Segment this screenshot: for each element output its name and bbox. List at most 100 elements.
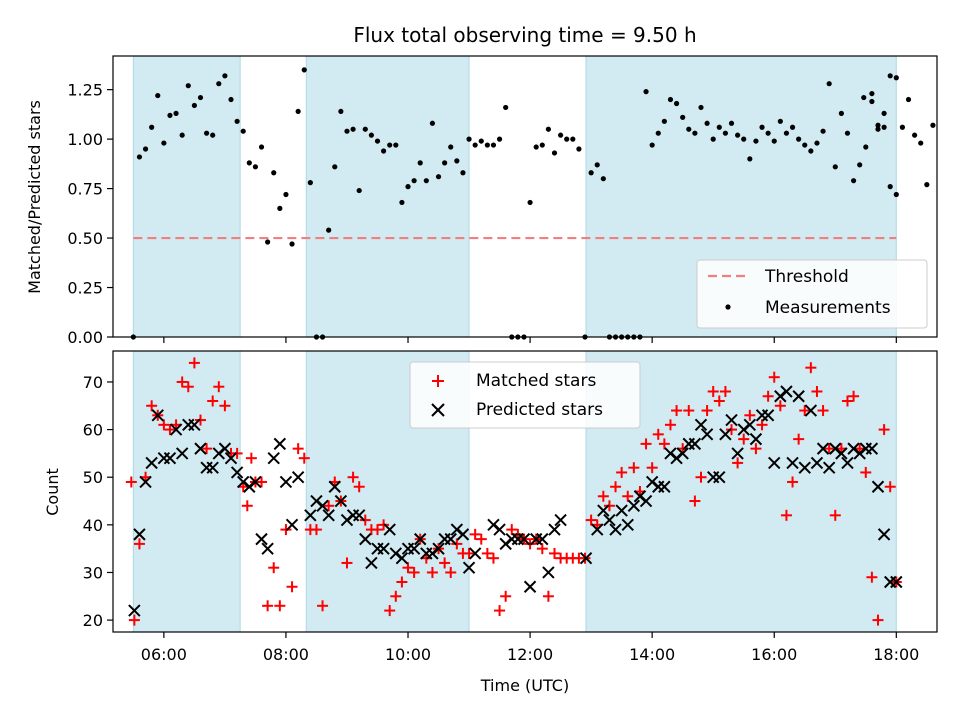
measurement-point (228, 96, 234, 103)
measurement-point (673, 100, 680, 107)
bottom-y-axis-label: Count (43, 468, 62, 516)
measurement-point (850, 178, 857, 184)
measurement-point (887, 184, 893, 190)
matched-star-point (652, 428, 664, 440)
predicted-star-point (523, 580, 537, 593)
matched-star-point (133, 538, 145, 550)
predicted-star-point (676, 447, 689, 460)
matched-star-point (241, 500, 253, 512)
measurement-point (869, 90, 875, 97)
predicted-star-point (627, 499, 641, 512)
predicted-star-point (798, 461, 811, 474)
matched-star-point (268, 562, 280, 574)
matched-star-point (317, 600, 329, 612)
measurement-point (210, 132, 216, 138)
matched-star-point (671, 405, 683, 417)
measurement-point (930, 122, 936, 128)
measurement-point (899, 124, 906, 130)
predicted-star-point (835, 447, 848, 460)
predicted-star-point (328, 480, 341, 493)
measurement-point (356, 187, 362, 194)
matched-star-point (689, 495, 701, 507)
measurement-point (191, 102, 197, 109)
measurement-point (332, 164, 338, 170)
predicted-star-point (725, 413, 738, 427)
measurement-point (423, 178, 429, 184)
predicted-star-point (444, 532, 457, 546)
measurement-point (600, 176, 606, 182)
matched-star-point (481, 547, 493, 559)
matched-star-point (774, 400, 786, 412)
predicted-star-point (786, 456, 799, 470)
measurement-point (344, 128, 350, 134)
measurement-point (661, 118, 667, 124)
matched-star-point (408, 566, 420, 578)
top-x-ticks (163, 337, 897, 343)
matched-star-point (469, 528, 481, 540)
measurement-point (918, 140, 924, 146)
matched-star-point (664, 419, 676, 431)
predicted-star-point (128, 604, 141, 617)
predicted-star-point (713, 471, 726, 484)
matched-star-point (793, 433, 805, 445)
matched-star-point (738, 433, 750, 445)
measurement-point (728, 120, 735, 126)
predicted-star-point (365, 556, 378, 570)
matched-star-point (188, 357, 200, 369)
observing-window (132, 55, 241, 338)
y-tick-label: 50 (83, 468, 103, 487)
matched-star-point (207, 395, 219, 407)
x-tick-label: 18:00 (873, 645, 919, 664)
predicted-star-point (194, 442, 207, 455)
predicted-star-point (322, 509, 335, 522)
measurement-point (271, 170, 277, 176)
measurement-point (649, 142, 655, 148)
measurement-point (283, 191, 289, 198)
predicted-star-point (249, 475, 262, 489)
matched-star-point (878, 424, 890, 436)
x-tick-label: 08:00 (263, 645, 309, 664)
predicted-star-point (224, 451, 238, 465)
measurement-point (789, 124, 796, 130)
measurement-point (814, 140, 820, 146)
matched-stars-points (125, 357, 902, 626)
predicted-star-point (163, 451, 177, 465)
matched-star-point (487, 552, 499, 564)
y-tick-label: 1.25 (67, 81, 103, 100)
matched-star-point (542, 590, 554, 602)
predicted-star-point (493, 523, 506, 536)
measurement-point (680, 114, 686, 120)
measurement-point (417, 160, 423, 166)
matched-star-point (219, 400, 231, 412)
measurement-point (704, 120, 710, 126)
matched-star-point (475, 533, 487, 545)
y-tick-label: 0.00 (67, 328, 103, 347)
measurement-point (454, 158, 460, 164)
matched-star-point (616, 466, 628, 478)
predicted-star-point (206, 461, 219, 474)
measurement-point (179, 132, 185, 138)
measurement-point (161, 140, 167, 146)
predicted-star-point (316, 499, 329, 512)
measurement-point (307, 180, 313, 186)
measurement-point (875, 126, 881, 132)
measurement-point (301, 67, 307, 73)
measurement-point (753, 138, 759, 144)
measurement-point (747, 156, 753, 162)
measurement-point (399, 199, 405, 206)
matched-star-point (610, 481, 622, 493)
measurement-point (405, 184, 411, 190)
predicted-star-point (377, 542, 390, 555)
measurement-point (912, 132, 918, 138)
measurement-point (387, 142, 393, 148)
predicted-star-point (407, 542, 421, 555)
predicted-star-point (792, 390, 805, 403)
predicted-star-point (395, 551, 409, 565)
matched-star-point (750, 443, 762, 455)
measurement-point (643, 89, 649, 95)
measurement-point (881, 110, 887, 116)
matched-star-point (158, 419, 170, 431)
measurement-point (295, 108, 301, 115)
top-axes-frame (112, 55, 938, 338)
